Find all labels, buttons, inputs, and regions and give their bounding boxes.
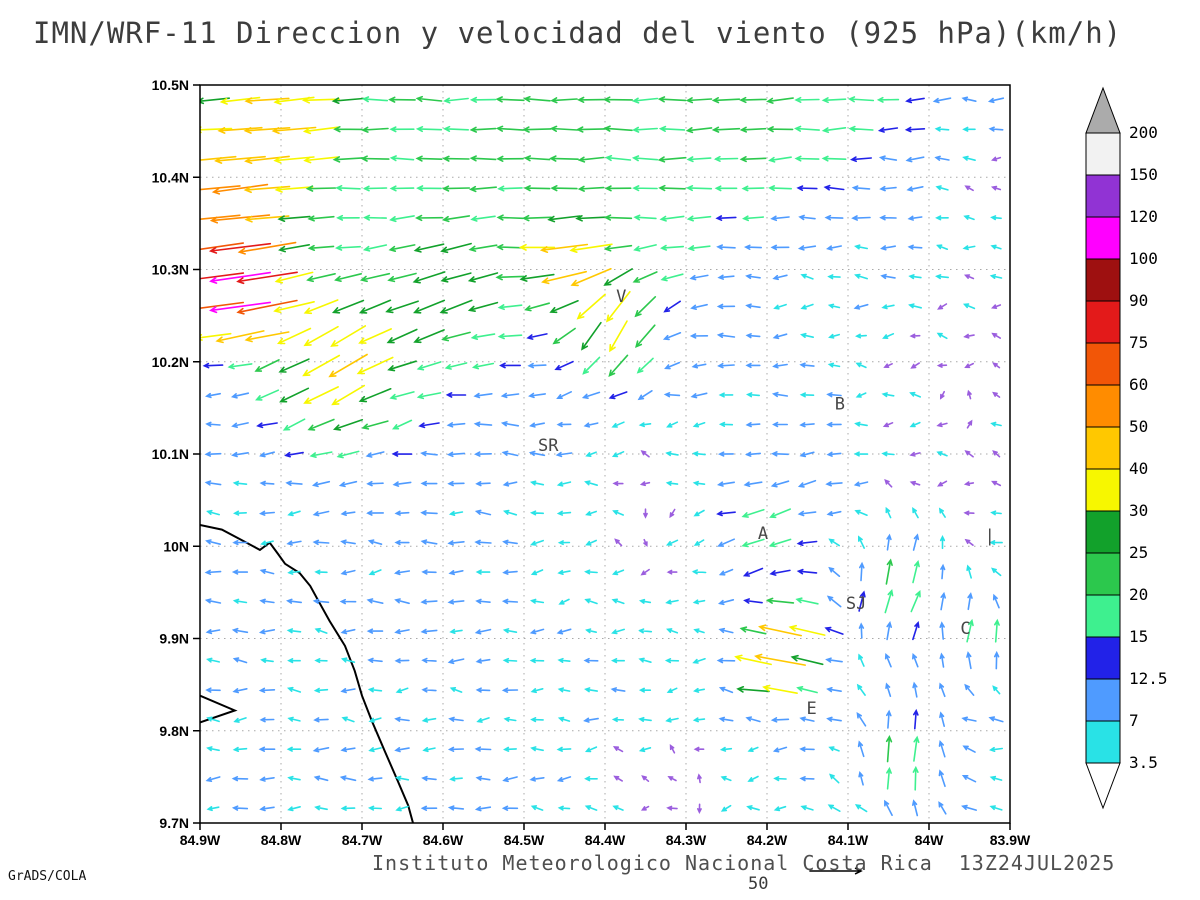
wind-vectors: [200, 95, 1005, 817]
valid-datetime: 13Z24JUL2025: [958, 851, 1116, 875]
x-tick-label: 84W: [915, 832, 945, 848]
colorbar-label: 120: [1129, 207, 1158, 226]
y-tick-label: 10.3N: [152, 262, 189, 278]
colorbar-segment: [1085, 342, 1121, 386]
colorbar-label: 12.5: [1129, 669, 1168, 688]
coastline: [200, 694, 238, 724]
colorbar-segment: [1085, 426, 1121, 470]
station-label: A: [758, 524, 768, 544]
x-tick-label: 84.8W: [261, 832, 302, 848]
colorbar-segment: [1085, 594, 1121, 638]
colorbar-segment: [1085, 510, 1121, 554]
colorbar-segment: [1085, 258, 1121, 302]
colorbar-label: 40: [1129, 459, 1148, 478]
colorbar-segment: [1085, 300, 1121, 344]
colorbar-label: 3.5: [1129, 753, 1158, 772]
y-tick-label: 10.4N: [152, 169, 189, 185]
x-tick-label: 84.2W: [747, 832, 788, 848]
grads-credit: GrADS/COLA: [8, 869, 87, 884]
colorbar-below-arrow: [1085, 762, 1121, 810]
colorbar-label: 25: [1129, 543, 1148, 562]
station-label: SJ: [846, 594, 866, 614]
colorbar-segment: [1085, 678, 1121, 722]
x-tick-label: 84.5W: [504, 832, 545, 848]
colorbar-segment: [1085, 384, 1121, 428]
y-tick-label: 10.1N: [152, 446, 189, 462]
colorbar-segment: [1085, 174, 1121, 218]
y-tick-label: 10.5N: [152, 77, 189, 93]
station-label: V: [616, 287, 626, 307]
colorbar-label: 150: [1129, 165, 1158, 184]
y-tick-label: 10.2N: [152, 354, 189, 370]
colorbar-label: 30: [1129, 501, 1148, 520]
station-label: B: [835, 395, 845, 415]
colorbar-segment: [1085, 132, 1121, 176]
station-label: SR: [538, 436, 559, 456]
colorbar-label: 75: [1129, 333, 1148, 352]
colorbar-above-arrow: [1085, 86, 1121, 134]
colorbar-label: 50: [1129, 417, 1148, 436]
colorbar-label: 200: [1129, 123, 1158, 142]
colorbar-segment: [1085, 720, 1121, 764]
colorbar-segment: [1085, 636, 1121, 680]
x-tick-label: 84.6W: [423, 832, 464, 848]
y-tick-label: 9.8N: [159, 723, 189, 739]
colorbar-segment: [1085, 552, 1121, 596]
reference-vector-arrow: [809, 867, 863, 875]
reference-vector-label: 50: [748, 874, 769, 894]
station-label: |: [985, 527, 995, 547]
x-tick-label: 84.3W: [666, 832, 707, 848]
station-label: E: [806, 699, 816, 719]
colorbar-label: 15: [1129, 627, 1148, 646]
x-tick-label: 83.9W: [990, 832, 1031, 848]
plot-title: IMN/WRF-11 Direccion y velocidad del vie…: [33, 16, 1123, 50]
colorbar-segment: [1085, 468, 1121, 512]
colorbar-label: 90: [1129, 291, 1148, 310]
colorbar-label: 100: [1129, 249, 1158, 268]
institute-text: Instituto Meteorologico Nacional Costa R…: [372, 851, 933, 875]
colorbar-segment: [1085, 216, 1121, 260]
y-tick-label: 9.9N: [159, 631, 189, 647]
x-tick-label: 84.9W: [180, 832, 221, 848]
colorbar-label: 20: [1129, 585, 1148, 604]
footer-line: Instituto Meteorologico Nacional Costa R…: [372, 851, 1115, 875]
colorbar-label: 60: [1129, 375, 1148, 394]
colorbar-label: 7: [1129, 711, 1139, 730]
x-tick-label: 84.7W: [342, 832, 383, 848]
y-tick-label: 10N: [163, 538, 189, 554]
station-label: C: [960, 619, 970, 639]
x-tick-label: 84.1W: [828, 832, 869, 848]
x-tick-label: 84.4W: [585, 832, 626, 848]
y-tick-label: 9.7N: [159, 815, 189, 831]
